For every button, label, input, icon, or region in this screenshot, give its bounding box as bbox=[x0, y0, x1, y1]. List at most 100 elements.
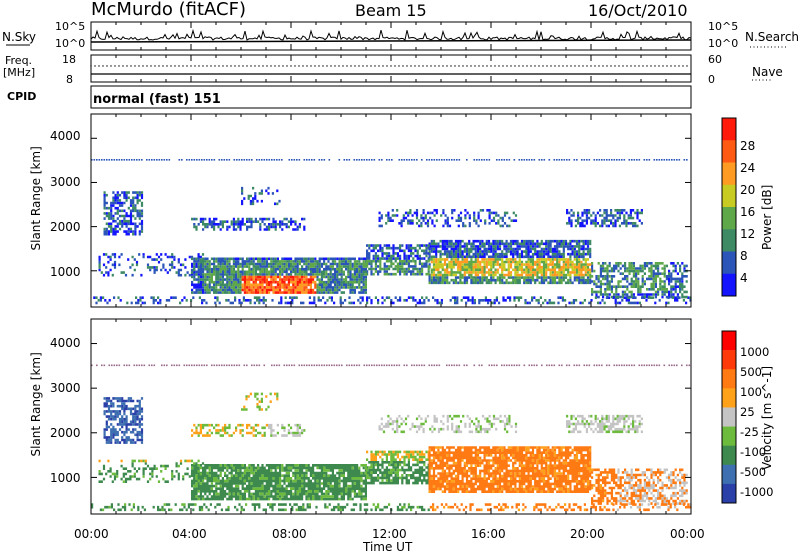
nave-point bbox=[554, 65, 556, 67]
nave-point bbox=[250, 65, 252, 67]
power-cells-5fa84a bbox=[204, 258, 668, 294]
nave-point bbox=[598, 65, 600, 67]
nave-tick-top: 60 bbox=[708, 53, 722, 66]
power-cbar-tick-4: 4 bbox=[740, 271, 748, 285]
x-tick-0: 00:00 bbox=[74, 527, 109, 541]
power-cells-2b55b8 bbox=[95, 186, 692, 305]
nave-point bbox=[474, 65, 476, 67]
nave-point bbox=[470, 65, 472, 67]
nave-point bbox=[566, 65, 568, 67]
nave-point bbox=[650, 65, 652, 67]
power-cells-3d8a64 bbox=[95, 186, 692, 305]
nave-point bbox=[230, 65, 232, 67]
nave-point bbox=[562, 65, 564, 67]
nave-label: Nave bbox=[752, 65, 783, 79]
nave-point bbox=[418, 65, 420, 67]
nave-point bbox=[454, 65, 456, 67]
nave-point bbox=[342, 65, 344, 67]
nave-point bbox=[434, 65, 436, 67]
nave-point bbox=[682, 65, 684, 67]
nave-point bbox=[350, 65, 352, 67]
nave-point bbox=[198, 65, 200, 67]
nave-point bbox=[278, 65, 280, 67]
nave-point bbox=[590, 65, 592, 67]
power-colorbar-swatch bbox=[722, 229, 736, 252]
nave-point bbox=[674, 65, 676, 67]
nave-point bbox=[658, 65, 660, 67]
power-cells-ff1a0a bbox=[241, 275, 317, 294]
nave-point bbox=[430, 65, 432, 67]
cpid-value: normal (fast) 151 bbox=[93, 92, 221, 107]
nave-point bbox=[166, 65, 168, 67]
nsky-trace bbox=[90, 28, 692, 41]
nave-point bbox=[654, 65, 656, 67]
power-y-tick-4000: 4000 bbox=[50, 129, 81, 143]
nave-point bbox=[518, 65, 520, 67]
nave-point bbox=[586, 65, 588, 67]
nave-point bbox=[602, 65, 604, 67]
nave-point bbox=[382, 65, 384, 67]
nave-point bbox=[594, 65, 596, 67]
velocity-y-tick-3000: 3000 bbox=[50, 381, 81, 395]
nave-point bbox=[446, 65, 448, 67]
nave-point bbox=[266, 65, 268, 67]
nave-point bbox=[406, 65, 408, 67]
nave-point bbox=[98, 65, 100, 67]
nave-point bbox=[638, 65, 640, 67]
nave-point bbox=[262, 65, 264, 67]
velocity-colorbar-swatch bbox=[722, 407, 736, 427]
power-colorbar-swatch bbox=[722, 273, 736, 297]
nave-point bbox=[258, 65, 260, 67]
nave-point bbox=[106, 65, 108, 67]
x-tick-5: 20:00 bbox=[570, 527, 605, 541]
velocity-cells-ff7a12 bbox=[428, 446, 692, 512]
nave-point bbox=[190, 65, 192, 67]
nave-point bbox=[666, 65, 668, 67]
power-cbar-tick-20: 20 bbox=[740, 183, 756, 197]
nave-point bbox=[530, 65, 532, 67]
nave-point bbox=[618, 65, 620, 67]
nsearch-tick-top: 10^5 bbox=[708, 20, 739, 33]
nave-point bbox=[534, 65, 536, 67]
nave-point bbox=[134, 65, 136, 67]
freq-tick-top: 18 bbox=[62, 53, 76, 66]
nave-point bbox=[550, 65, 552, 67]
power-y-axis-label: Slant Range [km] bbox=[29, 146, 43, 250]
nave-point bbox=[394, 65, 396, 67]
velocity-colorbar-swatch bbox=[722, 464, 736, 485]
nave-point bbox=[138, 65, 140, 67]
nave-point bbox=[390, 65, 392, 67]
nave-point bbox=[270, 65, 272, 67]
power-cells-ff9a22 bbox=[241, 258, 592, 294]
nave-point bbox=[254, 65, 256, 67]
nave-point bbox=[290, 65, 292, 67]
x-tick-2: 08:00 bbox=[272, 527, 307, 541]
freq-tick-bottom: 8 bbox=[66, 73, 73, 86]
nave-point bbox=[358, 65, 360, 67]
nave-point bbox=[158, 65, 160, 67]
nave-point bbox=[218, 65, 220, 67]
nave-point bbox=[634, 65, 636, 67]
velocity-y-axis-label: Slant Range [km] bbox=[29, 352, 43, 456]
nave-point bbox=[150, 65, 152, 67]
nave-point bbox=[330, 65, 332, 67]
nave-point bbox=[294, 65, 296, 67]
velocity-colorbar-swatch bbox=[722, 426, 736, 446]
velocity-cbar-tick-m100: -100 bbox=[740, 445, 767, 459]
nave-point bbox=[174, 65, 176, 67]
power-y-tick-3000: 3000 bbox=[50, 175, 81, 189]
cpid-label: CPID bbox=[7, 90, 37, 103]
velocity-cbar-tick-1000: 1000 bbox=[740, 345, 770, 359]
nave-point bbox=[238, 65, 240, 67]
nave-point bbox=[686, 65, 688, 67]
nave-point bbox=[210, 65, 212, 67]
nave-point bbox=[282, 65, 284, 67]
velocity-cbar-tick-25: 25 bbox=[740, 405, 755, 419]
nave-point bbox=[574, 65, 576, 67]
x-tick-1: 04:00 bbox=[172, 527, 207, 541]
nave-point bbox=[186, 65, 188, 67]
nave-point bbox=[346, 65, 348, 67]
nave-point bbox=[502, 65, 504, 67]
nave-point bbox=[142, 65, 144, 67]
